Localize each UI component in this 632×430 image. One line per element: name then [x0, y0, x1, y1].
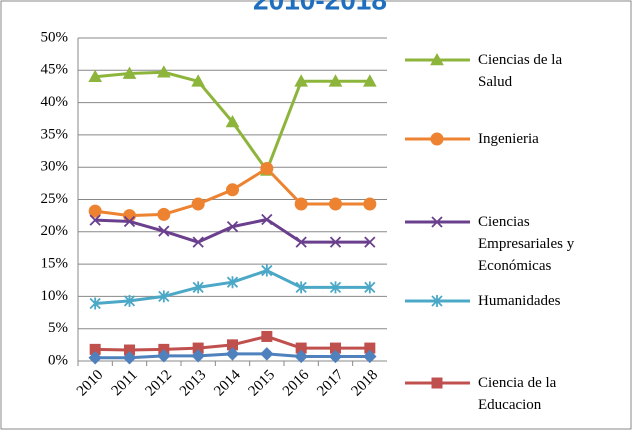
marker — [431, 377, 443, 389]
marker — [192, 236, 204, 248]
legend-label: Ingenieria — [478, 131, 539, 147]
legend-label: Humanidades — [478, 293, 561, 309]
x-tick-label: 2015 — [246, 367, 279, 400]
marker — [362, 74, 377, 87]
y-tick-label: 30% — [41, 159, 69, 175]
marker — [261, 264, 273, 277]
marker — [295, 236, 307, 248]
marker — [431, 295, 443, 307]
marker — [158, 225, 170, 237]
series-line — [95, 218, 370, 244]
marker — [260, 347, 274, 361]
marker — [89, 297, 101, 310]
marker — [329, 236, 342, 248]
y-tick-label: 25% — [41, 191, 69, 207]
y-tick-label: 35% — [41, 126, 69, 142]
marker — [226, 220, 239, 233]
chart-title: 2010-2018 — [253, 0, 387, 15]
marker — [191, 197, 205, 211]
marker — [156, 65, 171, 78]
marker — [328, 349, 343, 364]
marker — [225, 347, 240, 361]
legend-label: Ciencia de la Educacion — [478, 375, 557, 413]
marker — [191, 74, 206, 87]
marker — [363, 197, 377, 211]
marker — [329, 197, 342, 211]
x-tick-label: 2018 — [349, 367, 382, 400]
marker — [431, 216, 443, 228]
x-tick-label: 2016 — [280, 367, 313, 400]
marker — [123, 215, 136, 228]
marker — [157, 207, 171, 221]
x-tick-label: 2014 — [211, 367, 244, 400]
marker — [226, 183, 239, 197]
x-tick-label: 2012 — [143, 367, 176, 400]
marker — [260, 161, 274, 175]
marker — [261, 213, 273, 226]
y-tick-label: 0% — [48, 352, 68, 368]
marker — [122, 351, 137, 365]
y-tick-label: 10% — [41, 288, 69, 304]
legend-label: Ciencias de la Salud — [478, 52, 563, 90]
marker — [294, 197, 308, 211]
marker — [157, 349, 171, 363]
marker — [294, 349, 308, 364]
marker — [364, 236, 376, 248]
marker — [122, 66, 137, 79]
y-tick-label: 50% — [41, 29, 69, 45]
marker — [294, 74, 309, 87]
legend-label: Ciencias Empresariales y Económicas — [478, 214, 575, 274]
marker — [261, 330, 273, 342]
x-tick-label: 2011 — [109, 367, 141, 399]
marker — [328, 74, 343, 87]
marker — [192, 281, 204, 294]
x-tick-label: 2017 — [314, 367, 347, 400]
y-tick-label: 5% — [48, 320, 68, 336]
marker — [364, 281, 376, 294]
marker — [123, 294, 136, 307]
marker — [88, 351, 102, 365]
marker — [158, 290, 170, 303]
marker — [89, 214, 101, 226]
marker — [295, 281, 307, 294]
marker — [363, 349, 377, 364]
marker — [430, 132, 444, 146]
marker — [225, 114, 240, 128]
marker — [88, 204, 102, 218]
y-tick-label: 40% — [41, 94, 69, 110]
y-tick-label: 15% — [41, 256, 69, 272]
marker — [329, 281, 342, 294]
y-tick-label: 20% — [41, 223, 69, 239]
marker — [226, 276, 239, 289]
marker — [88, 69, 103, 83]
x-tick-label: 2013 — [177, 367, 210, 400]
marker — [191, 349, 205, 363]
y-tick-label: 45% — [41, 62, 69, 78]
x-tick-label: 2010 — [74, 367, 107, 400]
marker — [430, 52, 444, 66]
